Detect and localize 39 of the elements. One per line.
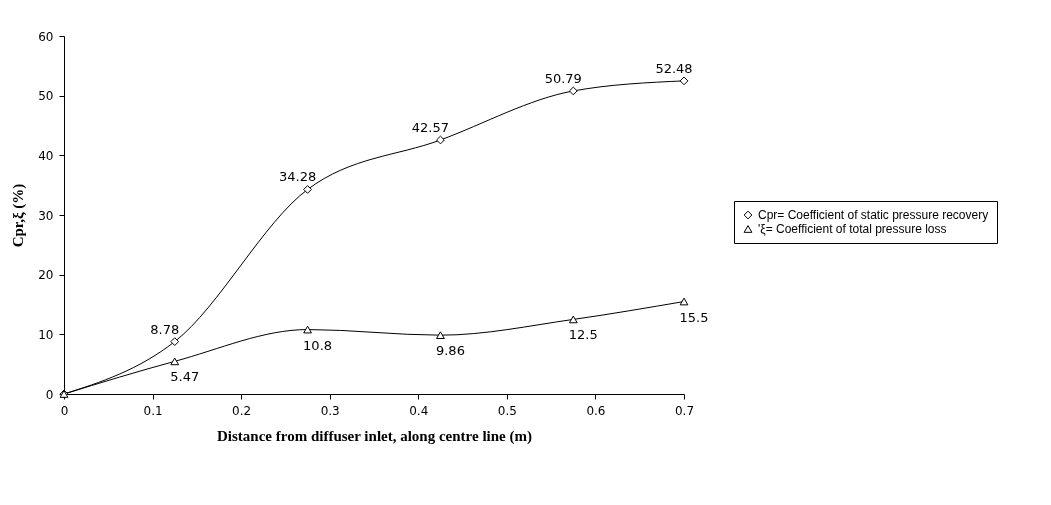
point <box>679 76 689 86</box>
data-label: 12.5 <box>568 327 598 343</box>
x-tick-label: 0.3 <box>320 403 340 418</box>
point <box>436 331 445 340</box>
point <box>303 185 312 194</box>
point <box>568 315 578 324</box>
data-label: 52.48 <box>655 60 693 76</box>
y-tick-label: 0 <box>45 387 54 402</box>
x-axis-title: Distance from diffuser inlet, along centre line (m) <box>217 427 532 445</box>
data-label: 50.79 <box>544 70 582 86</box>
data-label: 8.78 <box>150 321 180 337</box>
point <box>436 135 445 145</box>
data-label: 10.8 <box>303 337 333 353</box>
point <box>568 86 578 96</box>
y-tick-label: 10 <box>38 327 54 342</box>
x-tick-label: 0.2 <box>232 403 252 418</box>
x-tick-label: 0.7 <box>674 403 695 418</box>
point <box>679 297 689 306</box>
y-tick-label: 20 <box>38 268 54 283</box>
point <box>170 357 180 366</box>
point <box>170 337 180 346</box>
x-tick-label: 0.5 <box>497 403 517 418</box>
legend-label: 'ξ= Coefficient of total pressure loss <box>758 222 947 236</box>
y-tick-label: 50 <box>38 89 54 104</box>
data-label: 5.47 <box>170 369 200 385</box>
y-tick-label: 40 <box>38 148 54 163</box>
y-tick-label: 30 <box>38 208 54 223</box>
data-label: 42.57 <box>411 120 450 135</box>
x-tick-label: 0.1 <box>143 403 163 418</box>
x-tick-label: 0.4 <box>409 403 429 418</box>
data-label: 34.28 <box>278 169 317 185</box>
data-label: 15.5 <box>679 309 709 325</box>
y-tick-label: 60 <box>38 29 54 44</box>
legend-label: Cpr= Coefficient of static pressure recovery <box>758 208 989 222</box>
x-tick-label: 0 <box>60 403 69 418</box>
x-tick-label: 0.6 <box>586 403 606 418</box>
y-axis-title: Cpr,ξ (%) <box>10 183 28 248</box>
data-label: 9.86 <box>435 343 465 359</box>
point <box>303 325 312 334</box>
